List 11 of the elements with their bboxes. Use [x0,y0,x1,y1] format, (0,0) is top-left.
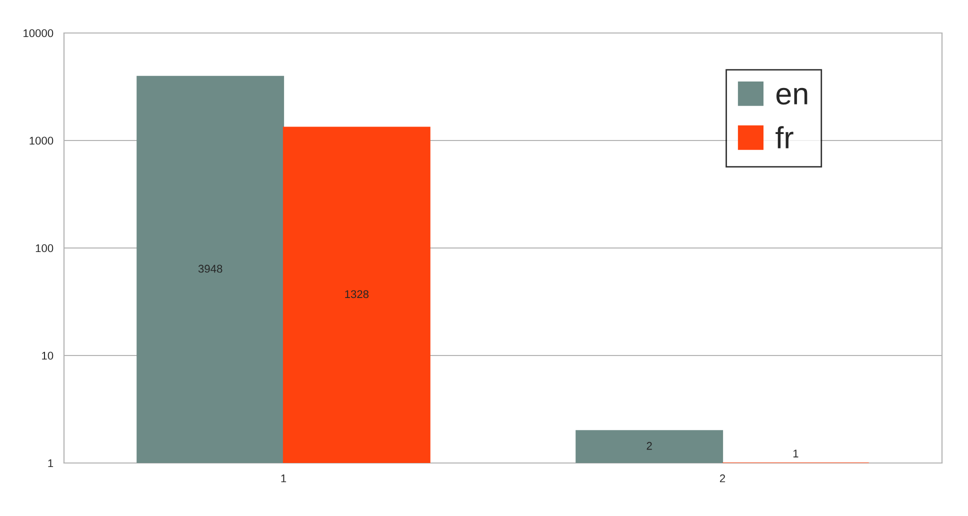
y-tick-label: 1 [48,459,54,468]
y-tick-label: 1000 [30,136,54,145]
data-label: 1 [793,450,798,458]
data-label: 3948 [198,264,222,273]
legend-label: fr [776,126,794,148]
legend-label: en [776,88,808,105]
y-tick-label: 100 [36,244,54,252]
data-label: 1328 [345,290,369,298]
y-tick-label: 10 [42,352,54,360]
data-label: 2 [646,442,652,450]
y-tick-label: 10000 [24,29,54,38]
